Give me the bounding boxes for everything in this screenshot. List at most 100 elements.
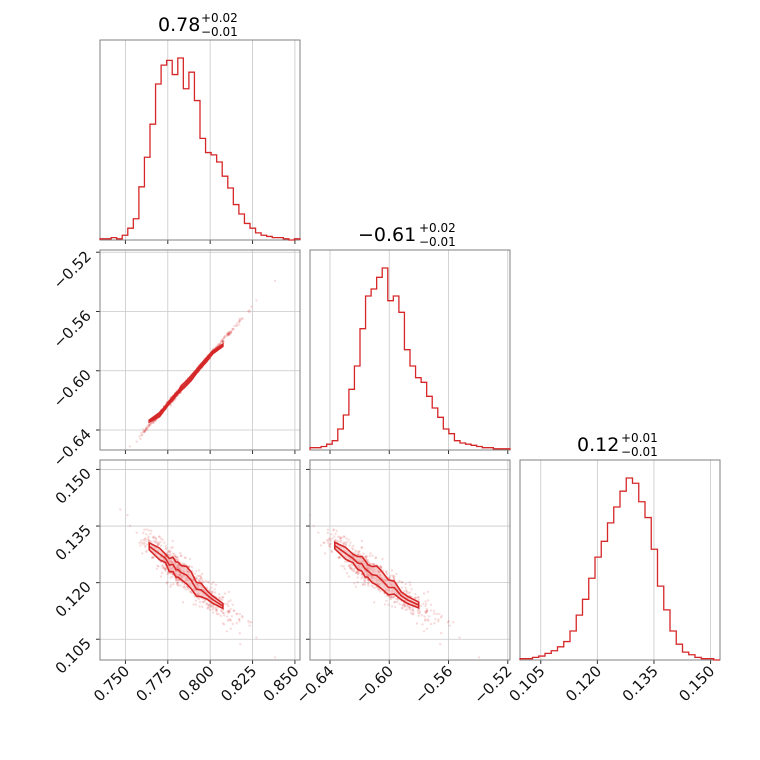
sample-point [416,596,420,599]
sample-point [217,596,220,599]
sample-point [335,529,338,533]
sample-point [401,603,404,607]
sample-point [229,330,232,333]
sample-point [207,603,210,607]
sample-point [326,528,330,531]
sample-point [353,569,356,573]
sample-point [403,605,406,608]
sample-point [356,553,359,556]
sample-point [152,421,155,425]
sample-point [426,590,429,594]
sample-point [440,632,443,635]
sample-point [427,615,431,618]
sample-point [226,332,229,336]
sample-point [403,604,407,607]
sample-point [363,579,366,582]
sample-point [170,583,173,586]
sample-point [148,423,152,426]
sample-point [367,561,370,564]
sample-point [412,610,415,613]
sample-point [179,552,182,555]
sample-point [213,588,216,591]
sample-point [405,590,408,594]
sample-point [350,567,353,571]
sample-point [146,426,150,429]
sample-point [203,599,207,602]
sample-point [142,542,145,545]
sample-point [139,437,142,441]
sample-point [206,580,209,584]
sample-point [223,602,226,606]
x-tick-label: 0.150 [675,662,718,705]
sample-point [215,612,219,616]
sample-point [199,576,203,579]
sample-point [211,605,214,609]
sample-point [328,537,332,540]
sample-point [360,546,364,549]
sample-point [213,591,217,594]
sample-point [353,568,356,571]
sample-point [394,605,397,609]
sample-point [348,566,352,570]
sample-point [171,539,174,543]
sample-point [194,603,198,606]
sample-point [208,608,212,611]
sample-point [159,537,163,540]
sample-point [149,423,152,426]
sample-point [177,559,180,562]
histogram-panel-param-0 [99,39,301,244]
sample-point [202,581,205,584]
sample-point [354,549,357,552]
sample-point [190,565,194,569]
sample-point [141,433,144,436]
sample-point [360,546,363,549]
sample-point [144,428,147,432]
sample-point [343,541,347,544]
sample-point [424,619,427,622]
sample-point [198,605,201,608]
sample-point [145,533,148,536]
sample-point [229,618,232,621]
sample-point [388,577,391,580]
sample-point [422,592,426,595]
sample-point [392,578,396,581]
sample-point [334,538,337,541]
sample-point [340,564,343,567]
sample-point [198,600,202,604]
sample-point [371,562,374,566]
sample-point [176,581,180,584]
x-tick-label: 0.825 [217,662,260,705]
sample-point [341,541,345,545]
sample-point [204,579,207,583]
sample-point [221,596,224,599]
sample-point [183,556,186,559]
sample-point [424,604,427,608]
sample-point [339,540,342,544]
sample-point [154,419,157,423]
sample-point [212,581,215,584]
sample-point [231,603,234,606]
sample-point [389,596,393,599]
sample-point [169,572,172,575]
sample-point [408,605,411,609]
sample-point [240,614,244,618]
sample-point [222,340,225,343]
sample-point [331,537,334,540]
sample-point [425,627,429,630]
sample-point [414,593,417,596]
scatter-panel-param-0-vs-1 [96,249,301,454]
sample-point [409,611,412,614]
sample-point [343,567,346,571]
sample-point [317,531,320,534]
sample-point [425,610,429,613]
sample-point [161,564,164,567]
panel-frame [519,459,721,661]
sample-point [417,614,420,617]
sample-point [434,618,437,621]
sample-point [404,582,407,586]
sample-point [210,604,214,607]
sample-point [354,585,358,588]
sample-point [155,541,158,545]
sample-point [211,608,214,611]
